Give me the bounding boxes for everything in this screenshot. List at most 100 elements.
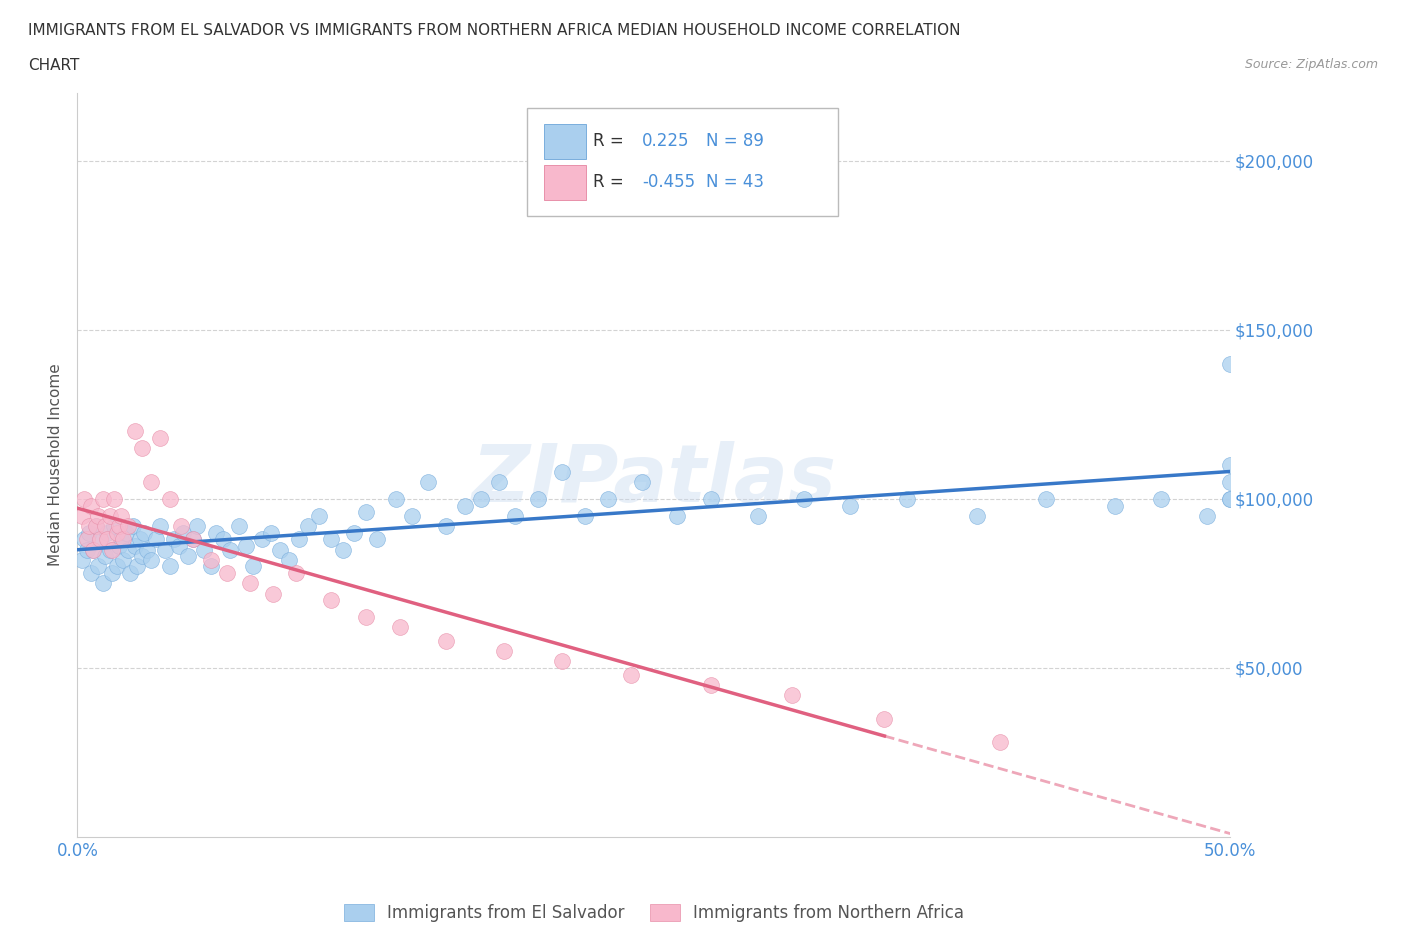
Text: N = 89: N = 89: [706, 132, 763, 151]
Point: [70, 509, 93, 524]
Point: [492, 644, 515, 658]
Point: [153, 542, 176, 557]
Point: [114, 525, 136, 540]
Point: [297, 518, 319, 533]
Point: [332, 542, 354, 557]
Point: [1219, 491, 1241, 506]
Point: [416, 474, 439, 489]
Point: [91, 576, 114, 591]
Point: [1150, 491, 1173, 506]
Point: [239, 576, 262, 591]
FancyBboxPatch shape: [527, 108, 838, 216]
Point: [80, 565, 103, 580]
Point: [747, 509, 769, 524]
Point: [260, 525, 283, 540]
Point: [285, 565, 308, 580]
Point: [163, 532, 186, 547]
Point: [110, 509, 132, 524]
Point: [76, 542, 98, 557]
Point: [235, 538, 257, 553]
Point: [470, 491, 492, 506]
Point: [354, 610, 377, 625]
Point: [200, 559, 222, 574]
Point: [1104, 498, 1126, 513]
Point: [89, 532, 111, 547]
Point: [101, 542, 124, 557]
Point: [401, 509, 423, 524]
Point: [1219, 458, 1241, 472]
Point: [181, 532, 204, 547]
Point: [278, 552, 301, 567]
Point: [167, 538, 190, 553]
Y-axis label: Median Household Income: Median Household Income: [48, 364, 63, 566]
Point: [384, 491, 406, 506]
Point: [117, 542, 139, 557]
Point: [287, 532, 309, 547]
Point: [1197, 509, 1219, 524]
Point: [193, 542, 215, 557]
Point: [82, 542, 104, 557]
Point: [434, 633, 457, 648]
Point: [139, 474, 162, 489]
Point: [354, 505, 377, 520]
Point: [77, 525, 100, 540]
Point: [596, 491, 619, 506]
Point: [149, 431, 172, 445]
Point: [96, 525, 118, 540]
Point: [134, 525, 156, 540]
Point: [87, 559, 110, 574]
Point: [181, 532, 204, 547]
Point: [873, 711, 896, 726]
Point: [149, 518, 172, 533]
Point: [211, 532, 233, 547]
Point: [262, 586, 284, 601]
Point: [94, 549, 117, 564]
Point: [91, 491, 114, 506]
Point: [1219, 356, 1241, 371]
Point: [131, 441, 153, 456]
Point: [101, 565, 124, 580]
Point: [127, 559, 149, 574]
Point: [319, 532, 342, 547]
Point: [700, 491, 723, 506]
Point: [112, 552, 135, 567]
Point: [1219, 491, 1241, 506]
Point: [120, 565, 142, 580]
Point: [896, 491, 918, 506]
Text: R =: R =: [593, 173, 623, 192]
Point: [76, 532, 98, 547]
Point: [139, 552, 162, 567]
FancyBboxPatch shape: [544, 166, 586, 200]
Point: [94, 518, 117, 533]
Point: [434, 518, 457, 533]
Point: [135, 542, 157, 557]
Text: IMMIGRANTS FROM EL SALVADOR VS IMMIGRANTS FROM NORTHERN AFRICA MEDIAN HOUSEHOLD : IMMIGRANTS FROM EL SALVADOR VS IMMIGRANT…: [28, 23, 960, 38]
Point: [966, 509, 988, 524]
Text: -0.455: -0.455: [643, 173, 696, 192]
Point: [550, 464, 572, 479]
Point: [574, 509, 596, 524]
Point: [172, 525, 194, 540]
Point: [117, 518, 139, 533]
Point: [105, 559, 128, 574]
Point: [204, 525, 226, 540]
Text: CHART: CHART: [28, 58, 80, 73]
Point: [70, 552, 93, 567]
Legend: Immigrants from El Salvador, Immigrants from Northern Africa: Immigrants from El Salvador, Immigrants …: [337, 897, 970, 929]
Point: [242, 559, 264, 574]
Point: [121, 518, 143, 533]
Point: [988, 735, 1011, 750]
Text: 0.225: 0.225: [643, 132, 690, 151]
Point: [84, 518, 107, 533]
Point: [505, 509, 527, 524]
Point: [89, 532, 111, 547]
Point: [665, 509, 688, 524]
Point: [108, 518, 131, 533]
Point: [145, 532, 167, 547]
Point: [1035, 491, 1057, 506]
Text: Source: ZipAtlas.com: Source: ZipAtlas.com: [1244, 58, 1378, 71]
Point: [124, 424, 146, 439]
Point: [319, 592, 342, 607]
Point: [73, 532, 96, 547]
Point: [228, 518, 250, 533]
